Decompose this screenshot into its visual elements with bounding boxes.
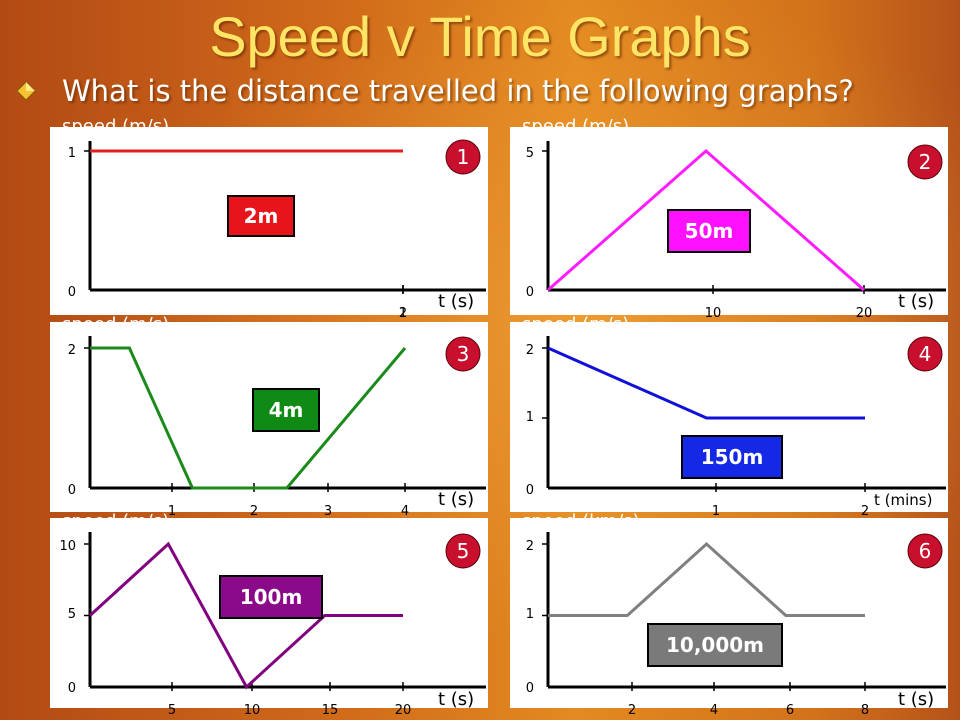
y-tick-label: 0	[68, 483, 76, 498]
x-tick-label: 2	[250, 504, 258, 519]
x-axis-label: t (s)	[438, 489, 474, 510]
x-tick-label: 20	[395, 703, 412, 718]
x-tick-label: 2	[628, 703, 636, 718]
answer-label: 100m	[240, 585, 303, 609]
chart-panel	[510, 518, 948, 708]
graph-number-badge	[907, 336, 943, 372]
x-tick-label: 10	[705, 306, 722, 321]
graph-number-badge	[445, 533, 481, 569]
x-tick-label: 2	[399, 306, 407, 321]
y-tick-label: 10	[59, 539, 76, 554]
answer-label: 10,000m	[666, 633, 764, 657]
answer-box	[667, 209, 751, 253]
series-line	[548, 541, 865, 617]
y-axis-label: speed (m/s)	[62, 314, 169, 335]
y-axis-label: speed (m/s)	[522, 314, 629, 335]
answer-label: 150m	[701, 445, 764, 469]
graph-number-label: 3	[457, 342, 470, 366]
graph-number-label: 1	[457, 145, 470, 169]
chart-4: speed (m/s) 0 1 2 1 2 t (mins) 150m 4	[510, 314, 948, 519]
y-tick-label: 1	[526, 607, 534, 622]
y-axis-label: speed (m/s)	[62, 116, 169, 137]
graph-number-label: 4	[919, 342, 932, 366]
graph-number-label: 5	[457, 539, 470, 563]
x-tick-label: 1	[168, 504, 176, 519]
y-axis-label: speed (m/s)	[522, 116, 629, 137]
answer-label: 2m	[244, 204, 279, 228]
x-axis-label: t (mins)	[874, 491, 932, 509]
graph-number-label: 6	[919, 539, 932, 563]
y-tick-label: 0	[68, 681, 76, 696]
y-tick-label: 0	[526, 285, 534, 300]
x-tick-label: 1	[712, 504, 720, 519]
x-tick-label: 4	[710, 703, 718, 718]
answer-box	[681, 435, 783, 479]
y-tick-label: 5	[68, 607, 76, 622]
series-line	[90, 346, 407, 490]
series-line	[547, 149, 865, 292]
chart-6: speed (km/s) 0 1 2 2 4 6 8 t (s) 10,000m 6	[510, 511, 948, 718]
chart-5: speed (m/s) 0 5 10 5 10 15 20 t (s) 100m 5	[50, 511, 488, 718]
x-tick-label: 8	[861, 703, 869, 718]
graph-number-label: 2	[919, 150, 932, 174]
x-tick-label: 5	[168, 703, 176, 718]
x-tick-label: 20	[856, 306, 873, 321]
x-axis-label: t (s)	[898, 291, 934, 312]
question-text: What is the distance travelled in the fo…	[62, 74, 854, 108]
answer-box	[219, 575, 323, 619]
y-tick-label: 5	[526, 146, 534, 161]
x-tick-label: 4	[401, 504, 409, 519]
x-tick-label: 2	[861, 504, 869, 519]
y-tick-label: 2	[526, 539, 534, 554]
y-tick-label: 0	[526, 483, 534, 498]
x-tick-label: 10	[244, 703, 261, 718]
graph-number-badge	[907, 144, 943, 180]
y-tick-label: 2	[68, 343, 76, 358]
x-tick-label: 3	[324, 504, 332, 519]
x-axis-label: t (s)	[898, 689, 934, 710]
series-line	[88, 541, 403, 690]
x-axis-label: t (s)	[438, 689, 474, 710]
page-title: Speed v Time Graphs	[209, 5, 751, 68]
y-tick-label: 2	[526, 343, 534, 358]
graph-number-badge	[445, 139, 481, 175]
y-tick-label: 1	[68, 146, 76, 161]
x-axis-label: t (s)	[438, 291, 474, 312]
chart-2: speed (m/s) 0 5 10 20 t (s) 50m 2	[510, 116, 948, 321]
answer-label: 4m	[269, 398, 304, 422]
y-axis-label: speed (km/s)	[522, 511, 640, 532]
x-tick-label: 1	[399, 306, 407, 321]
graph-number-badge	[907, 533, 943, 569]
answer-box	[252, 388, 320, 432]
x-tick-label: 15	[322, 703, 339, 718]
answer-box	[227, 195, 295, 237]
chart-3: speed (m/s) 0 2 1 2 3 4 t (s) 4m 3	[50, 314, 488, 519]
y-tick-label: 0	[526, 681, 534, 696]
series-line	[547, 346, 865, 420]
question-row: What is the distance travelled in the fo…	[16, 74, 854, 108]
x-tick-label: 6	[786, 703, 794, 718]
answer-label: 50m	[685, 219, 734, 243]
answer-box	[647, 623, 783, 667]
diamond-bullet-icon	[16, 81, 36, 101]
y-tick-label: 1	[526, 410, 534, 425]
graph-number-badge	[445, 336, 481, 372]
y-tick-label: 0	[68, 285, 76, 300]
y-axis-label: speed (m/s)	[62, 511, 169, 532]
